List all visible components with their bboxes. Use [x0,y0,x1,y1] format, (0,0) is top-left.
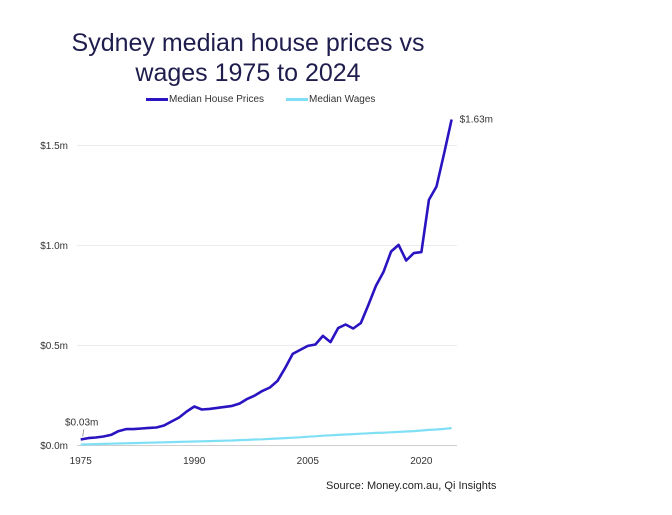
y-tick-label: $1.0m [40,241,68,252]
x-tick-label: 2020 [410,456,433,467]
series-line-wages [80,427,452,446]
annotation-end-value: $1.63m [460,115,493,126]
source-note: Source: Money.com.au, Qi Insights [326,480,497,492]
x-tick-label: 1990 [183,456,206,467]
legend-item-wages: Median Wages [286,94,375,105]
x-tick-label: 1975 [70,456,93,467]
annotation-start-value: $0.03m [65,418,98,429]
annotation-leader [82,429,85,437]
chart-title-line-2: wages 1975 to 2024 [135,59,361,87]
y-tick-label: $0.0m [40,441,68,452]
legend-label-house-prices: Median House Prices [169,94,265,105]
legend-swatch-wages [286,98,309,101]
legend-label-wages: Median Wages [309,94,376,105]
legend-item-house-prices: Median House Prices [146,94,264,105]
y-tick-label: $1.5m [40,141,68,152]
legend-swatch-house-prices [146,98,168,101]
x-tick-label: 2005 [297,456,320,467]
legend: Median House Prices Median Wages [146,94,375,105]
series-line-house-prices [80,119,453,441]
y-tick-label: $0.5m [40,341,68,352]
chart-title: Sydney median house prices vs wages 1975… [0,28,584,88]
chart-title-line-1: Sydney median house prices vs [71,29,425,57]
